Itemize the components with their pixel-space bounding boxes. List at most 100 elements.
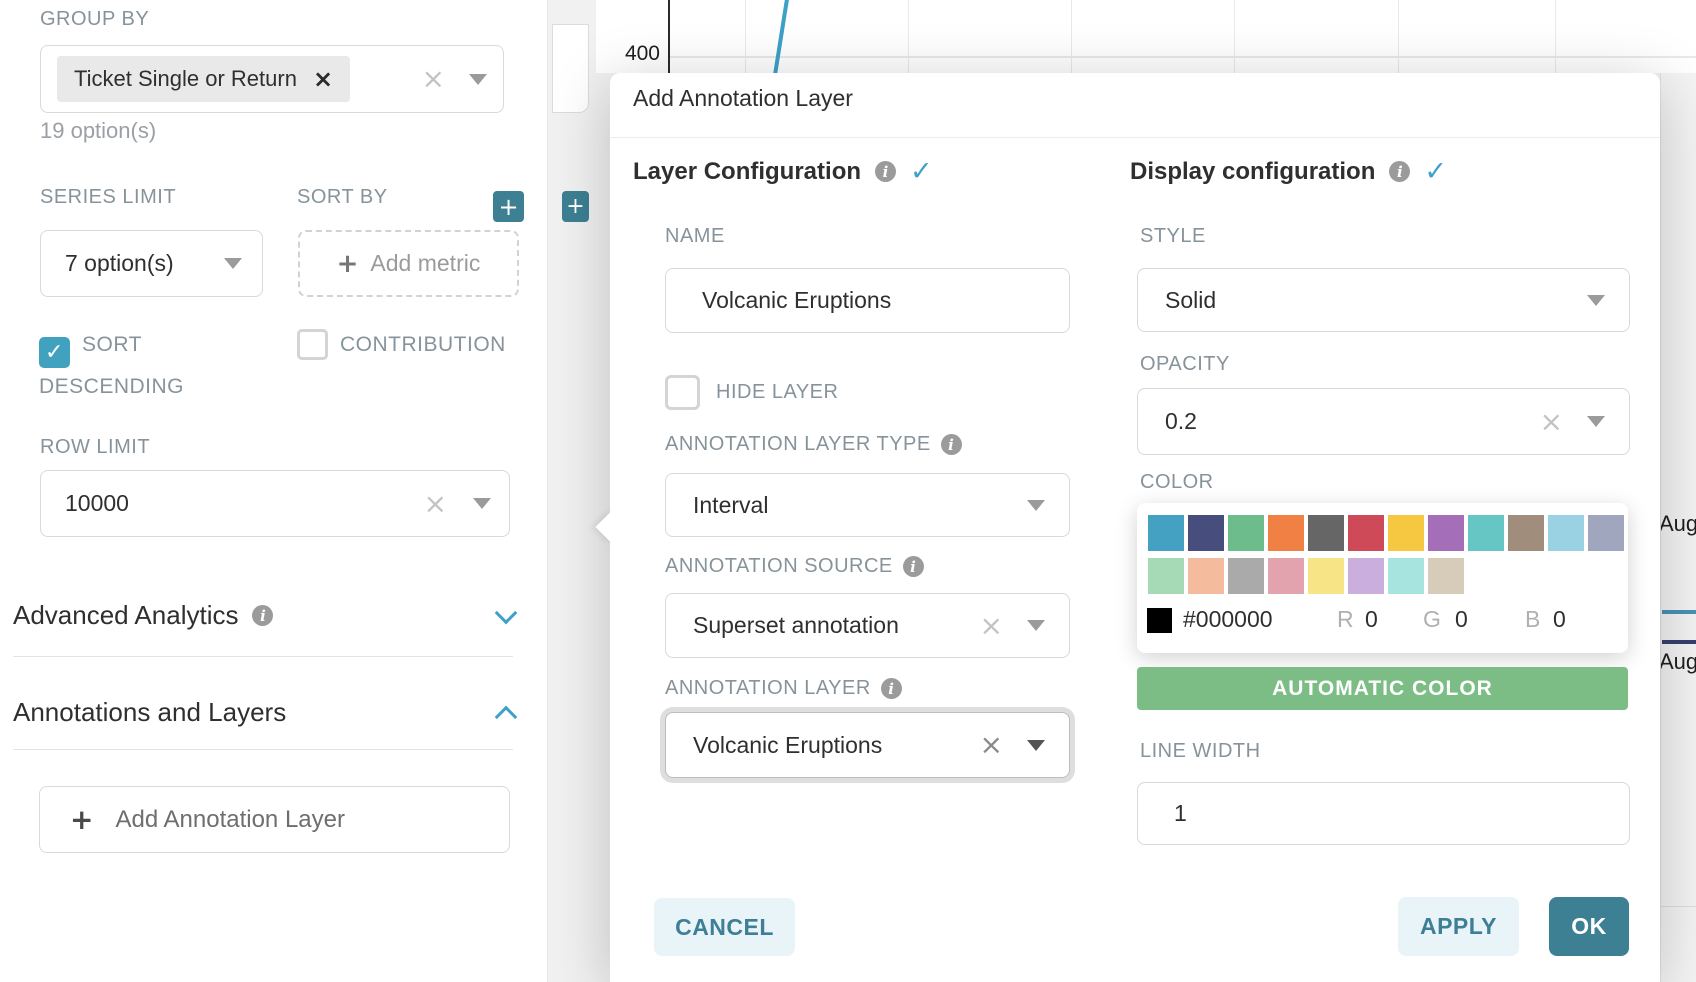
color-swatch[interactable]	[1348, 558, 1384, 594]
hide-layer-field: HIDE LAYER	[665, 375, 838, 410]
b-value[interactable]: 0	[1553, 606, 1566, 632]
cancel-button[interactable]: CANCEL	[654, 898, 795, 956]
color-swatch[interactable]	[1268, 558, 1304, 594]
style-select[interactable]: Solid	[1137, 268, 1630, 332]
info-icon[interactable]: i	[880, 678, 902, 699]
line-width-input[interactable]	[1137, 782, 1630, 845]
color-swatch[interactable]	[1388, 515, 1424, 551]
sort-by-add-metric[interactable]: + Add metric	[298, 230, 519, 297]
clear-icon[interactable]: ×	[423, 486, 447, 520]
color-swatch[interactable]	[1428, 558, 1464, 594]
sort-descending-checkbox[interactable]: ✓	[39, 337, 70, 368]
hex-value[interactable]: #000000	[1183, 606, 1273, 632]
row-limit-value: 10000	[65, 490, 129, 516]
group-by-tag[interactable]: Ticket Single or Return ×	[57, 56, 351, 102]
g-value[interactable]: 0	[1455, 606, 1468, 632]
advanced-analytics-header[interactable]: Advanced Analytics i	[13, 600, 520, 631]
sort-descending-field: ✓ SORT DESCENDING	[39, 326, 224, 405]
caret-down-icon[interactable]	[473, 498, 491, 509]
color-swatch[interactable]	[1228, 558, 1264, 594]
caret-down-icon[interactable]	[1027, 620, 1045, 631]
color-swatch[interactable]	[1228, 515, 1264, 551]
gridline	[745, 0, 746, 73]
caret-down-icon[interactable]	[224, 258, 242, 269]
add-annotation-layer-button[interactable]: + Add Annotation Layer	[39, 786, 510, 853]
caret-down-icon[interactable]	[1587, 294, 1605, 306]
valid-check-icon: ✓	[1424, 156, 1447, 187]
annotation-layer-type-label: ANNOTATION LAYER TYPE i	[665, 433, 962, 456]
plus-icon: +	[566, 194, 585, 219]
color-swatch[interactable]	[1148, 515, 1184, 551]
opacity-value: 0.2	[1165, 408, 1197, 434]
color-swatch[interactable]	[1148, 558, 1184, 594]
color-swatch[interactable]	[1188, 515, 1224, 551]
hide-layer-checkbox[interactable]	[665, 375, 700, 410]
color-swatch[interactable]	[1268, 515, 1304, 551]
row-limit-label: ROW LIMIT	[40, 436, 151, 458]
caret-down-icon[interactable]	[469, 73, 487, 85]
r-value[interactable]: 0	[1365, 606, 1378, 632]
opacity-select[interactable]: 0.2 ×	[1137, 388, 1630, 455]
layer-configuration-heading: Layer Configuration i ✓	[633, 156, 933, 187]
advanced-analytics-title[interactable]: Advanced Analytics	[13, 600, 239, 630]
color-swatch[interactable]	[1548, 515, 1584, 551]
clear-icon[interactable]: ×	[421, 62, 445, 95]
clear-icon[interactable]: ×	[1539, 404, 1563, 438]
color-swatch[interactable]	[1188, 558, 1224, 594]
annotation-layer-select[interactable]: Volcanic Eruptions ×	[665, 712, 1070, 778]
annotation-layer-value: Volcanic Eruptions	[693, 731, 883, 758]
automatic-color-button[interactable]: AUTOMATIC COLOR	[1137, 667, 1628, 710]
caret-down-icon[interactable]	[1587, 416, 1605, 427]
color-swatch[interactable]	[1308, 515, 1344, 551]
annotation-source-select[interactable]: Superset annotation ×	[665, 593, 1070, 658]
partial-plus-button[interactable]: +	[562, 191, 589, 222]
gridline	[1555, 0, 1556, 73]
style-label: STYLE	[1140, 225, 1206, 247]
annotations-layers-header[interactable]: Annotations and Layers	[13, 697, 520, 728]
info-icon[interactable]: i	[940, 434, 962, 455]
annotation-source-label: ANNOTATION SOURCE i	[665, 555, 924, 578]
color-swatch[interactable]	[1508, 515, 1544, 551]
add-metric-plus-button[interactable]: +	[493, 191, 524, 222]
contribution-checkbox[interactable]	[297, 329, 328, 360]
gridline	[1398, 0, 1399, 73]
info-icon[interactable]: i	[1389, 161, 1411, 182]
ok-button[interactable]: OK	[1549, 897, 1629, 956]
row-limit-select[interactable]: 10000 ×	[40, 470, 510, 537]
color-swatch[interactable]	[1468, 515, 1504, 551]
info-icon[interactable]: i	[875, 161, 897, 182]
background-strip: +	[548, 0, 596, 982]
plus-icon: +	[336, 248, 359, 279]
color-swatch[interactable]	[1588, 515, 1624, 551]
check-icon: ✓	[45, 340, 64, 365]
color-swatch[interactable]	[1308, 558, 1344, 594]
line-width-field	[1137, 782, 1630, 845]
annotation-layer-type-select[interactable]: Interval	[665, 473, 1070, 537]
caret-down-icon[interactable]	[1027, 499, 1045, 511]
r-label: R	[1337, 606, 1354, 632]
info-icon[interactable]: i	[252, 605, 274, 626]
color-swatch[interactable]	[1388, 558, 1424, 594]
name-input[interactable]	[665, 268, 1070, 333]
color-swatch[interactable]	[1348, 515, 1384, 551]
plus-icon: +	[498, 192, 519, 221]
section-divider	[13, 656, 513, 657]
chevron-down-icon[interactable]	[494, 601, 518, 624]
control-panel: GROUP BY Ticket Single or Return × × 19 …	[0, 0, 548, 982]
clear-icon[interactable]: ×	[979, 608, 1003, 642]
chart-area: 400	[596, 0, 1696, 73]
color-swatch-row	[1148, 515, 1624, 551]
modal-header-divider	[610, 137, 1660, 138]
tag-remove-icon[interactable]: ×	[312, 65, 334, 93]
chevron-up-icon[interactable]	[494, 705, 518, 728]
group-by-select[interactable]: Ticket Single or Return × ×	[40, 45, 504, 113]
series-limit-select[interactable]: 7 option(s)	[40, 230, 263, 297]
annotations-layers-title[interactable]: Annotations and Layers	[13, 697, 287, 727]
caret-down-icon[interactable]	[1027, 739, 1045, 751]
annotation-layer-text: ANNOTATION LAYER	[665, 677, 871, 699]
info-icon[interactable]: i	[902, 556, 924, 577]
apply-button[interactable]: APPLY	[1398, 897, 1519, 956]
color-swatch[interactable]	[1428, 515, 1464, 551]
clear-icon[interactable]: ×	[979, 728, 1003, 761]
